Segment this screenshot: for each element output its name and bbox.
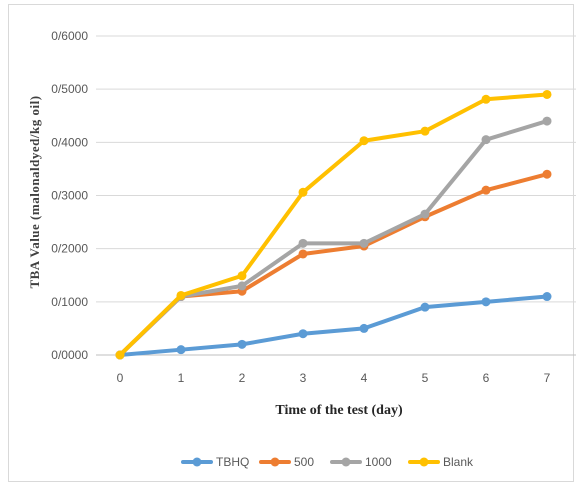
y-tick-labels: 0/0000 0/1000 0/2000 0/3000 0/4000 0/5000 0/60… (51, 29, 88, 362)
series-line (118, 119, 549, 357)
series-line (118, 172, 549, 357)
data-point (420, 302, 430, 312)
y-tick-label: 0/1000 (51, 295, 88, 309)
legend-label: Blank (443, 455, 474, 469)
data-point (359, 323, 369, 333)
legend-item: 500 (259, 455, 314, 469)
x-tick-label: 4 (361, 371, 368, 385)
data-point (115, 350, 125, 360)
legend-item: Blank (408, 455, 474, 469)
legend-swatch-marker (192, 457, 202, 467)
legend-swatch-marker (419, 457, 429, 467)
series-layer (115, 89, 552, 360)
data-point (542, 169, 552, 179)
x-tick-labels: 0 1 2 3 4 5 6 7 (117, 371, 551, 385)
data-point (481, 135, 491, 145)
data-point (542, 116, 552, 126)
data-point (176, 345, 186, 355)
series-line (118, 92, 549, 357)
y-axis-label: TBA Value (malonaldyed/kg oil) (27, 95, 42, 288)
data-point (481, 297, 491, 307)
data-point (542, 89, 552, 99)
data-point (176, 290, 186, 300)
y-tick-label: 0/6000 (51, 29, 88, 43)
series-blank (115, 89, 552, 360)
data-point (359, 136, 369, 146)
data-point (237, 281, 247, 291)
y-tick-label: 0/3000 (51, 189, 88, 203)
x-tick-label: 6 (483, 371, 490, 385)
x-tick-label: 5 (422, 371, 429, 385)
legend-label: 1000 (365, 455, 392, 469)
data-point (481, 94, 491, 104)
chart-frame (8, 4, 574, 482)
data-point (237, 271, 247, 281)
data-point (420, 126, 430, 136)
x-tick-label: 2 (239, 371, 246, 385)
data-point (359, 238, 369, 248)
data-point (298, 187, 308, 197)
data-point (298, 249, 308, 259)
x-tick-label: 7 (544, 371, 551, 385)
data-point (542, 292, 552, 302)
x-tick-label: 3 (300, 371, 307, 385)
x-tick-label: 0 (117, 371, 124, 385)
series-1000 (115, 116, 552, 360)
data-point (420, 209, 430, 219)
y-tick-label: 0/0000 (51, 348, 88, 362)
y-tick-label: 0/4000 (51, 135, 88, 149)
y-tick-label: 0/5000 (51, 82, 88, 96)
legend-swatch-marker (270, 457, 280, 467)
legend-item: TBHQ (181, 455, 249, 469)
y-tick-label: 0/2000 (51, 242, 88, 256)
legend-item: 1000 (330, 455, 392, 469)
series-line (118, 294, 549, 357)
legend-label: 500 (294, 455, 314, 469)
data-point (237, 339, 247, 349)
data-point (481, 185, 491, 195)
legend: TBHQ 500 1000 Blank (181, 455, 474, 469)
data-point (298, 329, 308, 339)
legend-label: TBHQ (216, 455, 249, 469)
data-point (298, 238, 308, 248)
legend-swatch-marker (341, 457, 351, 467)
x-axis-label: Time of the test (day) (275, 403, 403, 418)
x-tick-label: 1 (178, 371, 185, 385)
